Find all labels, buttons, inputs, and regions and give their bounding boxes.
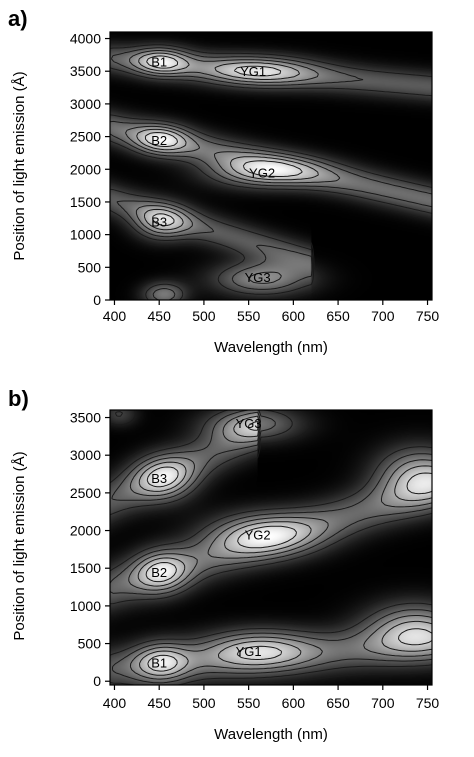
heatmap-chart-a: 400 450 500 550 600 650 700 750 0 500 1000 1500 2000… (11, 31, 440, 356)
peak-label: B3 (151, 215, 167, 230)
y-tick-label: 2500 (70, 129, 101, 145)
x-tick-label: 400 (103, 695, 127, 711)
peak-label: YG3 (236, 416, 262, 431)
x-tick-label: 450 (148, 308, 172, 324)
heatmap-panel-a: a) 400 450 500 550 600 650 700 750 0 500 1000 1500 2… (0, 0, 474, 372)
x-tick-label: 700 (371, 308, 395, 324)
contour-line (109, 409, 433, 686)
x-tick-label: 400 (103, 308, 127, 324)
x-tick-label: 450 (148, 695, 172, 711)
y-tick-label: 3000 (70, 96, 101, 112)
contour-line (125, 50, 341, 284)
y-tick-label: 3500 (70, 410, 101, 426)
y-tick-label: 2500 (70, 485, 101, 501)
contour-line (144, 55, 303, 227)
heatmap-panel-b: b) 400 450 500 550 600 650 700 750 0 500 1000 1500 2… (0, 380, 474, 757)
y-tick-label: 0 (93, 673, 101, 689)
x-tick-label: 700 (371, 695, 395, 711)
peak-label: B1 (151, 54, 167, 69)
peak-label: B1 (151, 655, 167, 670)
x-tick-label: 550 (237, 308, 261, 324)
y-tick-label: 1500 (70, 560, 101, 576)
contour-line (109, 47, 433, 301)
y-tick-label: 1000 (70, 598, 101, 614)
contour-line (136, 52, 319, 231)
contour-lines (109, 40, 433, 301)
peak-label: B2 (151, 133, 167, 148)
contour-line (109, 44, 433, 301)
peak-label: YG2 (245, 527, 271, 542)
contour-line (128, 411, 433, 680)
peak-label: YG1 (240, 64, 266, 79)
peak-label: YG3 (245, 270, 271, 285)
plot-frame (109, 31, 433, 301)
panel-label: b) (8, 386, 29, 411)
y-tick-label: 2000 (70, 523, 101, 539)
x-tick-label: 550 (237, 695, 261, 711)
x-axis-title: Wavelength (nm) (214, 726, 328, 743)
x-tick-label: 650 (326, 308, 350, 324)
x-tick-label: 500 (192, 695, 216, 711)
y-tick-label: 1500 (70, 194, 101, 210)
y-tick-label: 500 (78, 259, 102, 275)
y-tick-label: 4000 (70, 31, 101, 47)
heatmap-chart-b: 400 450 500 550 600 650 700 750 0 500 1000 1500 2000… (11, 409, 440, 743)
peak-label: B2 (151, 565, 167, 580)
plot-frame (109, 409, 433, 686)
x-tick-label: 600 (282, 308, 306, 324)
x-tick-label: 750 (416, 308, 440, 324)
panel-label: a) (8, 6, 28, 31)
contour-line (137, 415, 433, 676)
y-tick-label: 0 (93, 292, 101, 308)
y-tick-label: 2000 (70, 161, 101, 177)
y-tick-label: 3500 (70, 63, 101, 79)
contour-line (145, 421, 433, 672)
x-tick-label: 650 (326, 695, 350, 711)
y-tick-label: 1000 (70, 227, 101, 243)
contour-line (109, 40, 433, 301)
peak-label: YG2 (249, 166, 275, 181)
peak-label: YG1 (236, 644, 262, 659)
y-axis-title: Position of light emission (Å) (11, 71, 28, 260)
x-tick-label: 600 (282, 695, 306, 711)
x-tick-label: 750 (416, 695, 440, 711)
y-tick-label: 3000 (70, 447, 101, 463)
peak-label: B3 (151, 471, 167, 486)
x-tick-label: 500 (192, 308, 216, 324)
x-axis-title: Wavelength (nm) (214, 339, 328, 356)
contour-line (109, 409, 433, 684)
y-tick-label: 500 (78, 636, 102, 652)
y-axis-title: Position of light emission (Å) (11, 451, 28, 640)
